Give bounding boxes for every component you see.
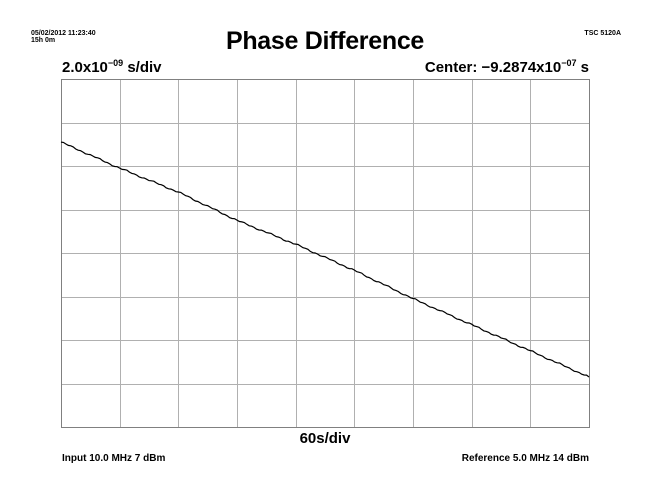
- x-scale-exponent: −09: [107, 58, 124, 68]
- grid: [61, 79, 589, 427]
- datetime-label: 05/02/2012 11:23:40: [31, 30, 96, 37]
- input-label: Input 10.0 MHz 7 dBm: [62, 453, 166, 464]
- phase-difference-trace: [60, 141, 590, 378]
- x-scale-unit: s/div: [123, 59, 162, 76]
- center-unit: s: [576, 59, 589, 76]
- x-scale-mantissa: 2.0x10: [62, 59, 108, 76]
- series-group: [60, 141, 590, 378]
- center-prefix: Center: −9.2874x10: [424, 59, 562, 76]
- x-scale-label: 2.0x10−09 s/div: [62, 59, 162, 77]
- center-label: Center: −9.2874x10−07 s: [425, 59, 589, 77]
- x-axis-label: 60s/div: [299, 430, 351, 447]
- duration-label: 15h 0m: [31, 37, 56, 44]
- center-exponent: −07: [561, 58, 577, 68]
- plot-frame: [61, 79, 590, 428]
- reference-label: Reference 5.0 MHz 14 dBm: [461, 453, 589, 464]
- chart-title: Phase Difference: [225, 27, 425, 55]
- instrument-label: TSC 5120A: [584, 30, 621, 37]
